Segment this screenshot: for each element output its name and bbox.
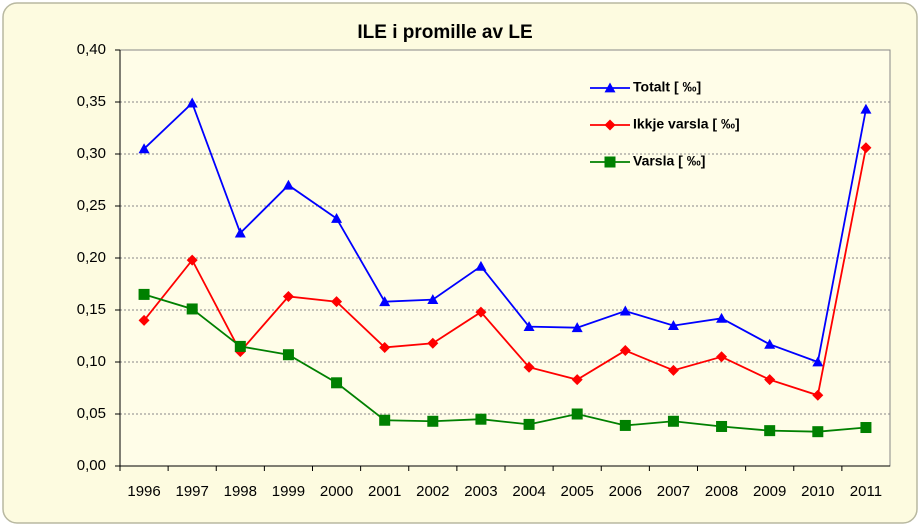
series-line xyxy=(143,293,867,433)
x-tick-label: 2008 xyxy=(705,483,738,500)
x-tick-label: 2001 xyxy=(368,483,401,500)
data-point xyxy=(764,425,776,437)
data-point xyxy=(667,364,679,376)
x-tick-label: 2000 xyxy=(320,483,353,500)
y-tick-label: 0,05 xyxy=(77,405,106,422)
data-point xyxy=(812,356,824,367)
data-point xyxy=(523,321,535,332)
data-point xyxy=(571,322,583,333)
data-point xyxy=(523,361,535,373)
x-tick-label: 2002 xyxy=(416,483,449,500)
y-tick-label: 0,35 xyxy=(77,93,106,110)
data-point xyxy=(282,349,294,361)
data-point xyxy=(379,296,391,307)
data-point xyxy=(331,212,343,223)
legend-marker xyxy=(604,82,616,93)
x-tick-label: 2004 xyxy=(512,483,545,500)
x-tick-label: 2009 xyxy=(753,483,786,500)
data-point xyxy=(716,312,728,323)
data-point xyxy=(523,418,535,430)
data-point xyxy=(234,227,246,238)
x-tick-label: 2011 xyxy=(850,483,882,500)
legend-label: Totalt [ ‰] xyxy=(633,79,701,95)
data-point xyxy=(475,306,487,318)
data-point xyxy=(427,415,439,427)
legend-marker xyxy=(604,119,616,131)
data-point xyxy=(764,338,776,349)
chart-title: ILE i promille av LE xyxy=(357,22,532,43)
y-tick-label: 0,40 xyxy=(77,41,106,58)
data-point xyxy=(282,290,294,302)
data-point xyxy=(475,260,487,271)
data-point xyxy=(138,143,150,154)
data-point xyxy=(186,254,198,266)
data-point xyxy=(138,288,150,300)
data-point xyxy=(860,422,872,434)
data-point xyxy=(619,345,631,357)
data-point xyxy=(812,389,824,401)
legend-label: Varsla [ ‰] xyxy=(633,153,705,169)
data-point xyxy=(716,351,728,363)
x-tick-label: 1998 xyxy=(224,483,257,500)
data-point xyxy=(427,294,439,304)
y-tick-label: 0,00 xyxy=(77,457,106,474)
x-tick-label: 1999 xyxy=(272,483,305,500)
data-point xyxy=(667,415,679,427)
data-point xyxy=(331,296,343,308)
data-point xyxy=(331,377,343,389)
data-point xyxy=(619,305,631,316)
series-line xyxy=(143,147,867,397)
y-tick-label: 0,20 xyxy=(77,249,106,266)
data-point xyxy=(860,103,872,114)
data-point xyxy=(764,374,776,386)
x-tick-label: 2005 xyxy=(561,483,594,500)
x-tick-label: 2010 xyxy=(801,483,834,500)
data-point xyxy=(667,320,679,330)
x-tick-label: 2003 xyxy=(464,483,497,500)
data-point xyxy=(427,337,439,349)
y-tick-label: 0,25 xyxy=(77,197,106,214)
data-point xyxy=(186,97,198,108)
data-point xyxy=(379,341,391,353)
legend-label: Ikkje varsla [ ‰] xyxy=(633,116,740,132)
data-point xyxy=(234,340,246,352)
x-tick-label: 2006 xyxy=(609,483,642,500)
data-point xyxy=(186,303,198,315)
data-point xyxy=(860,142,872,154)
data-point xyxy=(571,374,583,386)
data-point xyxy=(475,413,487,425)
x-tick-label: 1997 xyxy=(176,483,209,500)
data-point xyxy=(716,420,728,432)
data-point xyxy=(812,426,824,438)
legend-marker xyxy=(604,156,616,168)
data-point xyxy=(138,314,150,326)
x-tick-label: 1996 xyxy=(127,483,160,500)
y-tick-label: 0,15 xyxy=(77,301,106,318)
series-line xyxy=(143,101,867,364)
y-tick-label: 0,10 xyxy=(77,353,106,370)
data-point xyxy=(282,179,294,190)
data-point xyxy=(619,419,631,431)
data-point xyxy=(571,408,583,420)
y-tick-label: 0,30 xyxy=(77,145,106,162)
x-tick-label: 2007 xyxy=(657,483,690,500)
data-point xyxy=(379,414,391,426)
